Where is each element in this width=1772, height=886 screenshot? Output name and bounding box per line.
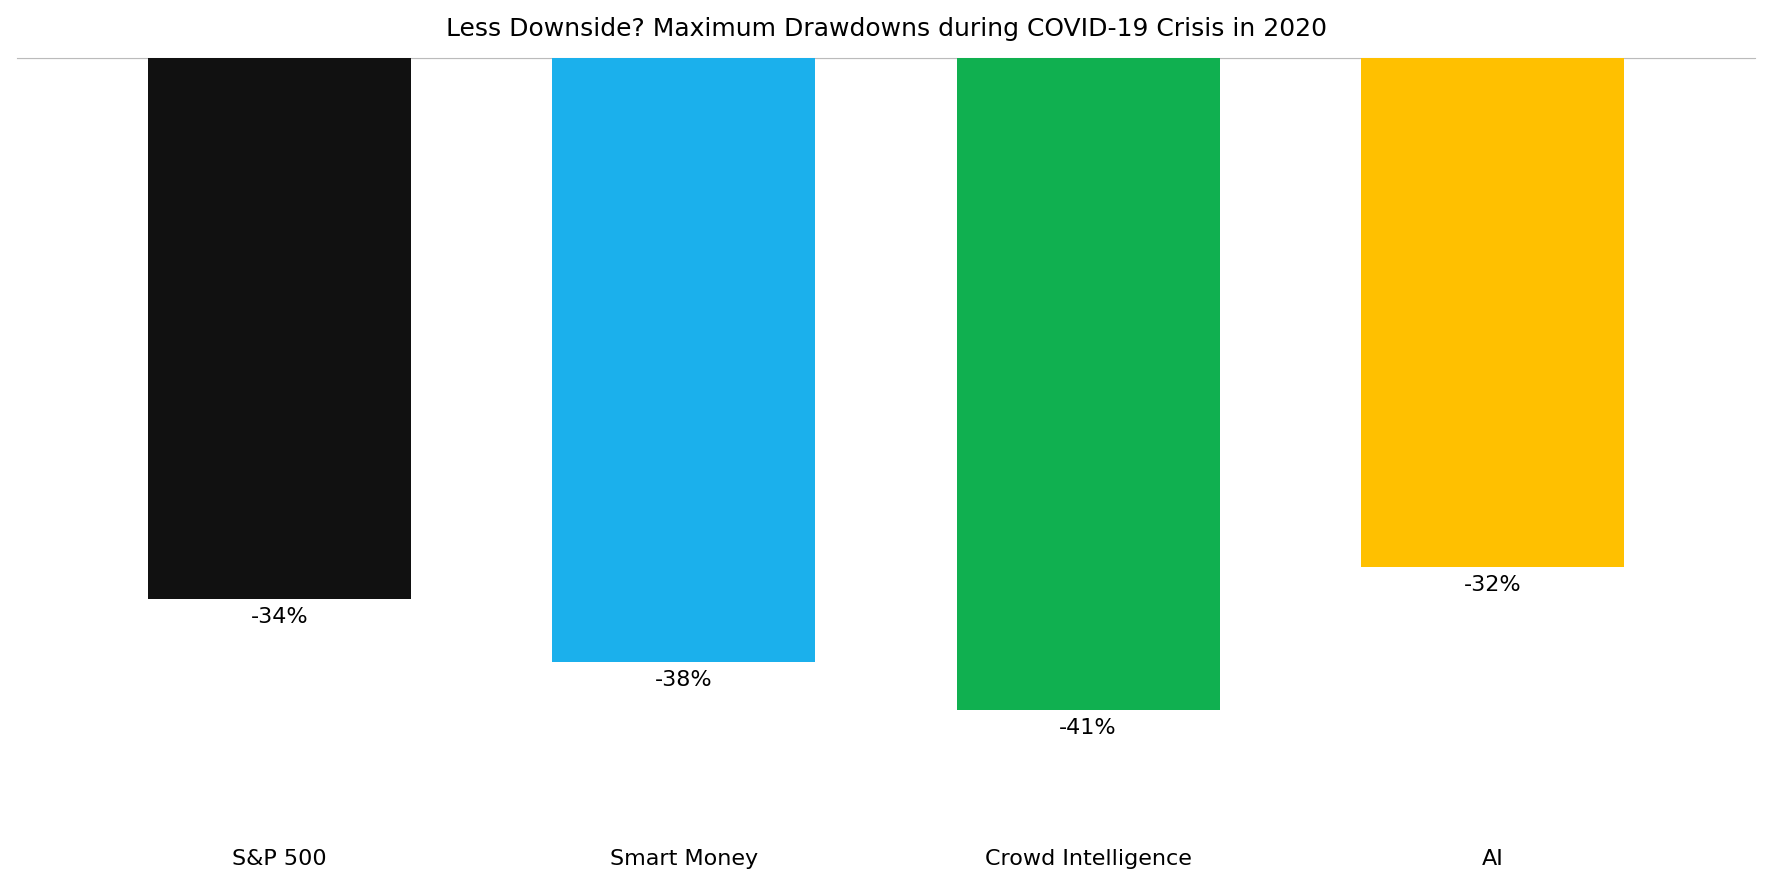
Title: Less Downside? Maximum Drawdowns during COVID-19 Crisis in 2020: Less Downside? Maximum Drawdowns during …: [445, 17, 1327, 41]
Bar: [149, 58, 411, 599]
Bar: [1361, 58, 1623, 567]
Bar: [553, 58, 815, 663]
Text: -38%: -38%: [656, 671, 712, 690]
Text: -41%: -41%: [1060, 719, 1116, 738]
Text: -34%: -34%: [250, 607, 308, 626]
Bar: [957, 58, 1219, 711]
Text: -32%: -32%: [1464, 575, 1522, 595]
